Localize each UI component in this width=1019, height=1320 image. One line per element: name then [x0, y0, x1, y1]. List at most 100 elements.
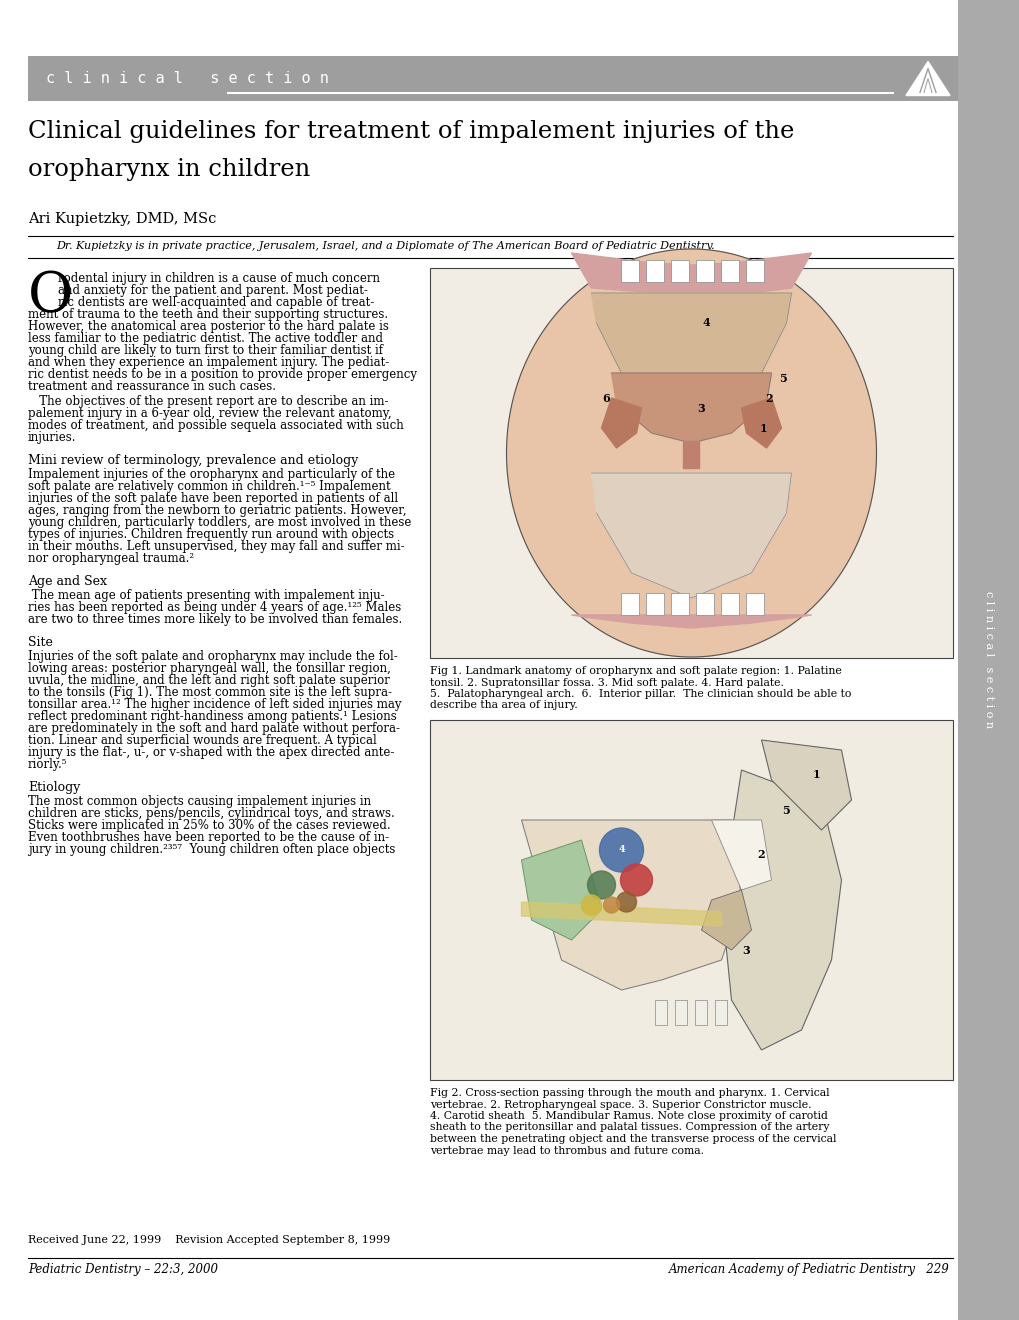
Text: American Academy of Pediatric Dentistry   229: American Academy of Pediatric Dentistry …	[668, 1263, 949, 1276]
Text: modes of treatment, and possible sequela associated with such: modes of treatment, and possible sequela…	[28, 418, 404, 432]
Text: Even toothbrushes have been reported to be the cause of in-: Even toothbrushes have been reported to …	[28, 832, 388, 843]
Text: Impalement injuries of the oropharynx and particularly of the: Impalement injuries of the oropharynx an…	[28, 469, 394, 480]
Polygon shape	[571, 615, 811, 628]
Text: 4: 4	[702, 318, 709, 329]
Polygon shape	[591, 293, 791, 393]
Bar	[655, 1001, 666, 1026]
Text: The mean age of patients presenting with impalement inju-: The mean age of patients presenting with…	[28, 589, 384, 602]
Text: less familiar to the pediatric dentist. The active toddler and: less familiar to the pediatric dentist. …	[28, 333, 382, 345]
Text: nor oropharyngeal trauma.²: nor oropharyngeal trauma.²	[28, 552, 194, 565]
Text: Received June 22, 1999    Revision Accepted September 8, 1999: Received June 22, 1999 Revision Accepted…	[28, 1236, 390, 1245]
Circle shape	[581, 895, 601, 915]
Text: 3: 3	[697, 403, 705, 413]
Bar	[746, 593, 764, 615]
Text: 1: 1	[812, 770, 819, 780]
Text: jury in young children.²³⁵⁷  Young children often place objects: jury in young children.²³⁵⁷ Young childr…	[28, 843, 395, 855]
Circle shape	[615, 892, 636, 912]
Circle shape	[620, 865, 652, 896]
Polygon shape	[701, 890, 751, 950]
Text: The objectives of the present report are to describe an im-: The objectives of the present report are…	[28, 395, 388, 408]
Text: Fig 1. Landmark anatomy of oropharynx and soft palate region: 1. Palatine: Fig 1. Landmark anatomy of oropharynx an…	[430, 667, 841, 676]
Bar	[621, 260, 639, 282]
Text: between the penetrating object and the transverse process of the cervical: between the penetrating object and the t…	[430, 1134, 836, 1144]
Text: in their mouths. Left unsupervised, they may fall and suffer mi-: in their mouths. Left unsupervised, they…	[28, 540, 405, 553]
Text: Clinical guidelines for treatment of impalement injuries of the: Clinical guidelines for treatment of imp…	[28, 120, 794, 143]
Text: ment of trauma to the teeth and their supporting structures.: ment of trauma to the teeth and their su…	[28, 308, 388, 321]
Text: 5: 5	[779, 372, 787, 384]
Text: c l i n i c a l   s e c t i o n: c l i n i c a l s e c t i o n	[983, 591, 994, 729]
Text: children are sticks, pens/pencils, cylindrical toys, and straws.: children are sticks, pens/pencils, cylin…	[28, 807, 394, 820]
Text: young child are likely to turn first to their familiar dentist if: young child are likely to turn first to …	[28, 345, 382, 356]
Text: Sticks were implicated in 25% to 30% of the cases reviewed.: Sticks were implicated in 25% to 30% of …	[28, 818, 390, 832]
Text: reflect predominant right-handiness among patients.¹ Lesions: reflect predominant right-handiness amon…	[28, 710, 396, 723]
Circle shape	[599, 828, 643, 873]
Polygon shape	[720, 770, 841, 1049]
Text: and anxiety for the patient and parent. Most pediat-: and anxiety for the patient and parent. …	[58, 284, 368, 297]
Bar	[720, 593, 739, 615]
Polygon shape	[711, 820, 770, 890]
Text: Dr. Kupietzky is in private practice, Jerusalem, Israel, and a Diplomate of The : Dr. Kupietzky is in private practice, Je…	[56, 242, 714, 251]
Text: to the tonsils (Fig 1). The most common site is the left supra-: to the tonsils (Fig 1). The most common …	[28, 686, 391, 700]
Text: 5.  Palatopharyngeal arch.  6.  Interior pillar.  The clinician should be able t: 5. Palatopharyngeal arch. 6. Interior pi…	[430, 689, 851, 700]
Text: 1: 1	[759, 422, 766, 433]
Text: are predominately in the soft and hard palate without perfora-: are predominately in the soft and hard p…	[28, 722, 399, 735]
Bar	[28, 55, 957, 102]
Bar	[746, 260, 764, 282]
Text: uvula, the midline, and the left and right soft palate superior: uvula, the midline, and the left and rig…	[28, 675, 389, 686]
Text: 6: 6	[602, 392, 609, 404]
Text: Pediatric Dentistry – 22:3, 2000: Pediatric Dentistry – 22:3, 2000	[28, 1263, 218, 1276]
Polygon shape	[905, 62, 949, 95]
Polygon shape	[741, 399, 781, 447]
Text: young children, particularly toddlers, are most involved in these: young children, particularly toddlers, a…	[28, 516, 411, 529]
Polygon shape	[611, 374, 770, 444]
Text: injuries.: injuries.	[28, 432, 76, 444]
Text: 2: 2	[757, 850, 764, 861]
Text: tonsil. 2. Supratonsillar fossa. 3. Mid soft palate. 4. Hard palate.: tonsil. 2. Supratonsillar fossa. 3. Mid …	[430, 677, 784, 688]
Text: ric dentist needs to be in a position to provide proper emergency: ric dentist needs to be in a position to…	[28, 368, 417, 381]
Text: ries has been reported as being under 4 years of age.¹²⁵ Males: ries has been reported as being under 4 …	[28, 601, 400, 614]
Bar	[720, 260, 739, 282]
Text: 3: 3	[742, 945, 750, 956]
Polygon shape	[506, 249, 875, 657]
Polygon shape	[591, 473, 791, 598]
Polygon shape	[521, 820, 741, 990]
Text: tion. Linear and superficial wounds are frequent. A typical: tion. Linear and superficial wounds are …	[28, 734, 376, 747]
Polygon shape	[683, 441, 699, 469]
Text: describe tha area of injury.: describe tha area of injury.	[430, 701, 577, 710]
Text: types of injuries. Children frequently run around with objects: types of injuries. Children frequently r…	[28, 528, 393, 541]
Bar	[675, 1001, 687, 1026]
Bar	[695, 1001, 707, 1026]
Bar	[696, 593, 713, 615]
Text: However, the anatomical area posterior to the hard palate is: However, the anatomical area posterior t…	[28, 319, 388, 333]
Text: vertebrae. 2. Retropharyngeal space. 3. Superior Constrictor muscle.: vertebrae. 2. Retropharyngeal space. 3. …	[430, 1100, 811, 1110]
Bar	[646, 593, 663, 615]
Text: injuries of the soft palate have been reported in patients of all: injuries of the soft palate have been re…	[28, 492, 397, 506]
Polygon shape	[521, 840, 601, 940]
Text: Fig 2. Cross-section passing through the mouth and pharynx. 1. Cervical: Fig 2. Cross-section passing through the…	[430, 1088, 828, 1098]
Text: rodental injury in children is a cause of much concern: rodental injury in children is a cause o…	[58, 272, 380, 285]
Text: palement injury in a 6-year old, review the relevant anatomy,: palement injury in a 6-year old, review …	[28, 407, 391, 420]
Bar	[714, 1001, 727, 1026]
Bar	[671, 260, 689, 282]
Text: sheath to the peritonsillar and palatal tissues. Compression of the artery: sheath to the peritonsillar and palatal …	[430, 1122, 828, 1133]
Text: O: O	[28, 271, 73, 325]
Text: 4: 4	[618, 846, 625, 854]
Polygon shape	[571, 253, 811, 294]
Bar	[430, 268, 952, 657]
Text: The most common objects causing impalement injuries in: The most common objects causing impaleme…	[28, 795, 371, 808]
Text: c l i n i c a l   s e c t i o n: c l i n i c a l s e c t i o n	[46, 71, 328, 86]
Text: vertebrae may lead to thrombus and future coma.: vertebrae may lead to thrombus and futur…	[430, 1146, 703, 1155]
Text: ages, ranging from the newborn to geriatric patients. However,: ages, ranging from the newborn to geriat…	[28, 504, 407, 517]
Text: 5: 5	[782, 804, 790, 816]
Text: lowing areas: posterior pharyngeal wall, the tonsillar region,: lowing areas: posterior pharyngeal wall,…	[28, 663, 390, 675]
Bar	[957, 0, 1019, 1320]
Text: and when they experience an impalement injury. The pediat-: and when they experience an impalement i…	[28, 356, 389, 370]
Bar	[696, 260, 713, 282]
Text: oropharynx in children: oropharynx in children	[28, 158, 310, 181]
Text: Site: Site	[28, 636, 53, 649]
Text: soft palate are relatively common in children.¹⁻⁵ Impalement: soft palate are relatively common in chi…	[28, 480, 390, 492]
Bar	[621, 593, 639, 615]
Polygon shape	[761, 741, 851, 830]
Text: Age and Sex: Age and Sex	[28, 576, 107, 587]
Bar	[646, 260, 663, 282]
